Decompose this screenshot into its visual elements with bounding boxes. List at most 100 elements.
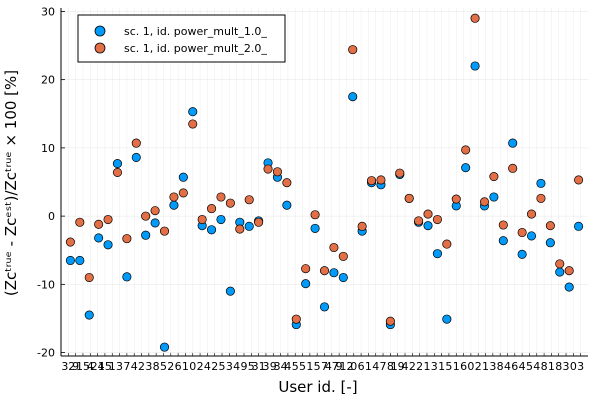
data-point-series-2 [348,45,358,55]
data-point-series-1 [319,302,330,312]
data-point-series-1 [150,218,160,228]
data-point-series-1 [526,231,537,241]
x-tick-label: 3 [489,360,496,373]
data-point-series-2 [197,214,207,225]
x-tick-label: 4 [131,360,138,373]
data-point-series-2 [508,163,518,173]
x-tick-label: 3 [563,360,570,373]
data-point-series-1 [225,286,235,296]
data-point-series-2 [272,167,282,177]
x-tick-label: 4 [284,360,291,373]
data-point-series-1 [461,163,471,173]
x-tick-label: 6 [511,360,518,373]
data-point-series-1 [282,200,292,210]
x-tick-label: 2 [211,360,218,373]
data-point-series-2 [235,224,245,234]
x-tick-label: 3 [145,360,152,373]
data-point-series-1 [141,230,151,240]
data-point-series-1 [517,249,527,259]
x-tick-label: 4 [372,360,379,373]
data-point-series-2 [178,188,188,198]
legend: sc. 1, id. power_mult_1.0_ sc. 1, id. po… [77,14,286,63]
data-point-series-2 [301,264,311,274]
data-point-series-1 [508,138,518,148]
data-point-series-2 [282,178,292,188]
data-point-series-2 [442,239,452,249]
data-point-series-2 [65,237,75,247]
data-point-series-2 [291,314,301,324]
data-point-series-2 [479,197,490,207]
x-tick-label: 8 [541,360,548,373]
data-point-series-1 [329,268,339,278]
x-tick-label: 8 [497,360,504,373]
x-tick-label: 1 [548,360,555,373]
x-tick-label: 7 [321,360,328,373]
data-point-series-1 [545,238,555,248]
x-tick-label: 5 [292,360,299,373]
data-point-series-1 [169,200,179,210]
y-tick-label: 30 [41,5,55,18]
x-tick-label: 9 [336,360,343,373]
y-tick-label: -10 [37,278,55,291]
x-tick-label: 1 [182,360,189,373]
x-tick-label: 8 [153,360,160,373]
x-tick-label: 1 [423,360,430,373]
data-point-series-2 [498,220,508,230]
legend-label-series-2: sc. 1, id. power_mult_2.0_ [124,42,267,55]
data-point-series-1 [178,172,188,182]
data-point-series-2 [207,204,217,214]
x-tick-label: 47 [325,360,339,373]
x-tick-label: 9 [72,360,79,373]
data-point-series-1 [159,342,170,352]
y-axis-label: (Zcᵗʳᵘᵉ - Zcᵉˢᵗ)/Zcᵗʳᵘᵉ × 100 [%] [2,70,20,296]
data-point-series-2 [470,13,480,23]
data-point-series-1 [555,267,565,277]
x-tick-label: 5 [248,360,255,373]
data-point-series-2 [526,209,537,219]
legend-marker-series-1 [94,25,106,37]
data-point-series-1 [348,92,358,102]
x-tick-label: 5 [526,360,533,373]
data-point-series-2 [75,217,85,227]
data-point-series-2 [225,198,235,208]
x-axis-label: User id. [-] [278,378,357,396]
x-tick-label: 34 [274,360,288,373]
y-tick-label: 0 [48,210,55,223]
data-point-series-1 [131,152,141,162]
x-tick-label: 24 [91,360,105,373]
data-point-series-1 [112,159,123,169]
data-point-series-1 [84,310,94,320]
data-point-series-2 [244,195,254,205]
x-tick-label: 3 [262,360,269,373]
x-tick-label: 3 [226,360,233,373]
data-point-series-2 [555,259,565,269]
grid [61,8,588,356]
x-tick-label: 12 [339,360,353,373]
x-tick-label: 3 [116,360,123,373]
x-tick-label: 1 [482,360,489,373]
data-point-series-1 [103,240,113,250]
data-point-series-1 [65,255,75,266]
x-tick-label: 5 [299,360,306,373]
x-tick-label: 5 [314,360,321,373]
data-point-series-1 [442,314,452,324]
data-point-series-2 [489,171,499,182]
x-tick-label: 2 [167,360,174,373]
data-point-series-1 [423,221,433,231]
x-tick-label: 2 [475,360,482,373]
x-tick-label: 3 [431,360,438,373]
x-tick-label: 4 [87,360,94,373]
x-tick-label: 6 [358,360,365,373]
data-point-series-1 [574,221,584,231]
data-point-series-1 [216,214,226,225]
x-tick-label: 0 [467,360,474,373]
y-tick-label: 10 [41,142,55,155]
data-point-series-2 [141,211,151,221]
data-point-series-2 [84,272,94,283]
data-point-series-2 [338,251,348,261]
x-tick-label: 0 [570,360,577,373]
data-point-series-2 [376,175,386,185]
data-point-series-2 [188,119,198,129]
x-tick-label: 5 [445,360,452,373]
